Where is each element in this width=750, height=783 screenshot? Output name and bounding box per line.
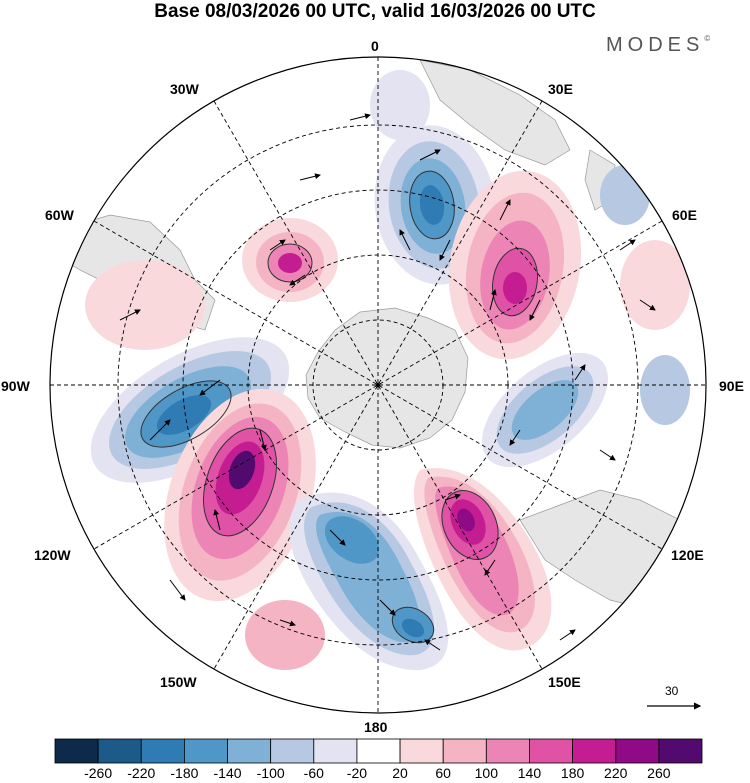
colorbar-swatch (615, 738, 660, 764)
colorbar-tick-label: 20 (392, 765, 408, 781)
colorbar-swatch (529, 738, 574, 764)
colorbar-swatch (183, 738, 228, 764)
colorbar-swatch (140, 738, 185, 764)
anomaly-fields (85, 70, 690, 671)
low-w (90, 337, 290, 483)
colorbar-tick-label: -260 (84, 765, 113, 781)
colorbar-tick-label: 220 (604, 765, 628, 781)
low-e (482, 352, 608, 468)
lon-label-120w: 120W (34, 547, 71, 563)
colorbar-tick-label: 180 (560, 765, 585, 781)
high-lobe-ne (448, 170, 582, 360)
colorbar-swatch (313, 738, 358, 764)
high-small-nw (242, 218, 338, 302)
colorbar-tick-label: 60 (435, 765, 451, 781)
reference-vector-label: 30 (665, 684, 679, 698)
weak-low-far-e (640, 355, 690, 425)
colorbar-swatch (97, 738, 142, 764)
lon-label-0: 0 (371, 38, 379, 54)
lon-label-150e: 150E (548, 674, 581, 690)
lon-label-90w: 90W (1, 378, 30, 394)
weak-high-far-sw (245, 600, 325, 670)
colorbar-tick-label: 100 (474, 765, 499, 781)
lon-label-60e: 60E (672, 207, 697, 223)
high-sw (164, 388, 316, 602)
antarctica (305, 307, 469, 449)
colorbar-tick-label: -60 (303, 765, 324, 781)
lon-label-30w: 30W (170, 81, 199, 97)
colorbar (54, 738, 703, 764)
colorbar-tick-label: 140 (517, 765, 542, 781)
weak-low-top (370, 70, 430, 140)
weak-low-far-ne (600, 165, 650, 225)
lon-label-180: 180 (364, 719, 388, 735)
colorbar-swatch (54, 738, 99, 764)
colorbar-tick-label: -140 (213, 765, 242, 781)
colorbar-swatch (485, 738, 530, 764)
colorbar-tick-label: 260 (647, 765, 671, 781)
colorbar-swatch (356, 738, 401, 764)
colorbar-tick-label: -100 (256, 765, 285, 781)
lon-label-150w: 150W (160, 674, 197, 690)
lon-label-120e: 120E (671, 547, 704, 563)
lon-label-60w: 60W (45, 207, 74, 223)
colorbar-tick-label: -20 (346, 765, 368, 781)
africa (419, 59, 571, 166)
modes-logo: MODES© (606, 34, 711, 56)
colorbar-swatch (399, 738, 444, 764)
weak-high-far-w (85, 260, 205, 350)
weak-high-far-ne (620, 240, 690, 330)
wind-vectors (119, 113, 656, 651)
contour-lines (140, 170, 538, 644)
lon-label-30e: 30E (548, 81, 573, 97)
colorbar-swatch (572, 738, 617, 764)
colorbar-swatch (270, 738, 315, 764)
colorbar-swatch (227, 738, 272, 764)
colorbar-swatch (658, 738, 703, 764)
lon-label-90e: 90E (719, 378, 744, 394)
colorbar-swatch (442, 738, 487, 764)
map-border (49, 56, 707, 714)
colorbar-tick-label: -180 (170, 765, 199, 781)
map-title: Base 08/03/2026 00 UTC, valid 16/03/2026… (154, 1, 596, 22)
colorbar-tick-label: -220 (127, 765, 156, 781)
